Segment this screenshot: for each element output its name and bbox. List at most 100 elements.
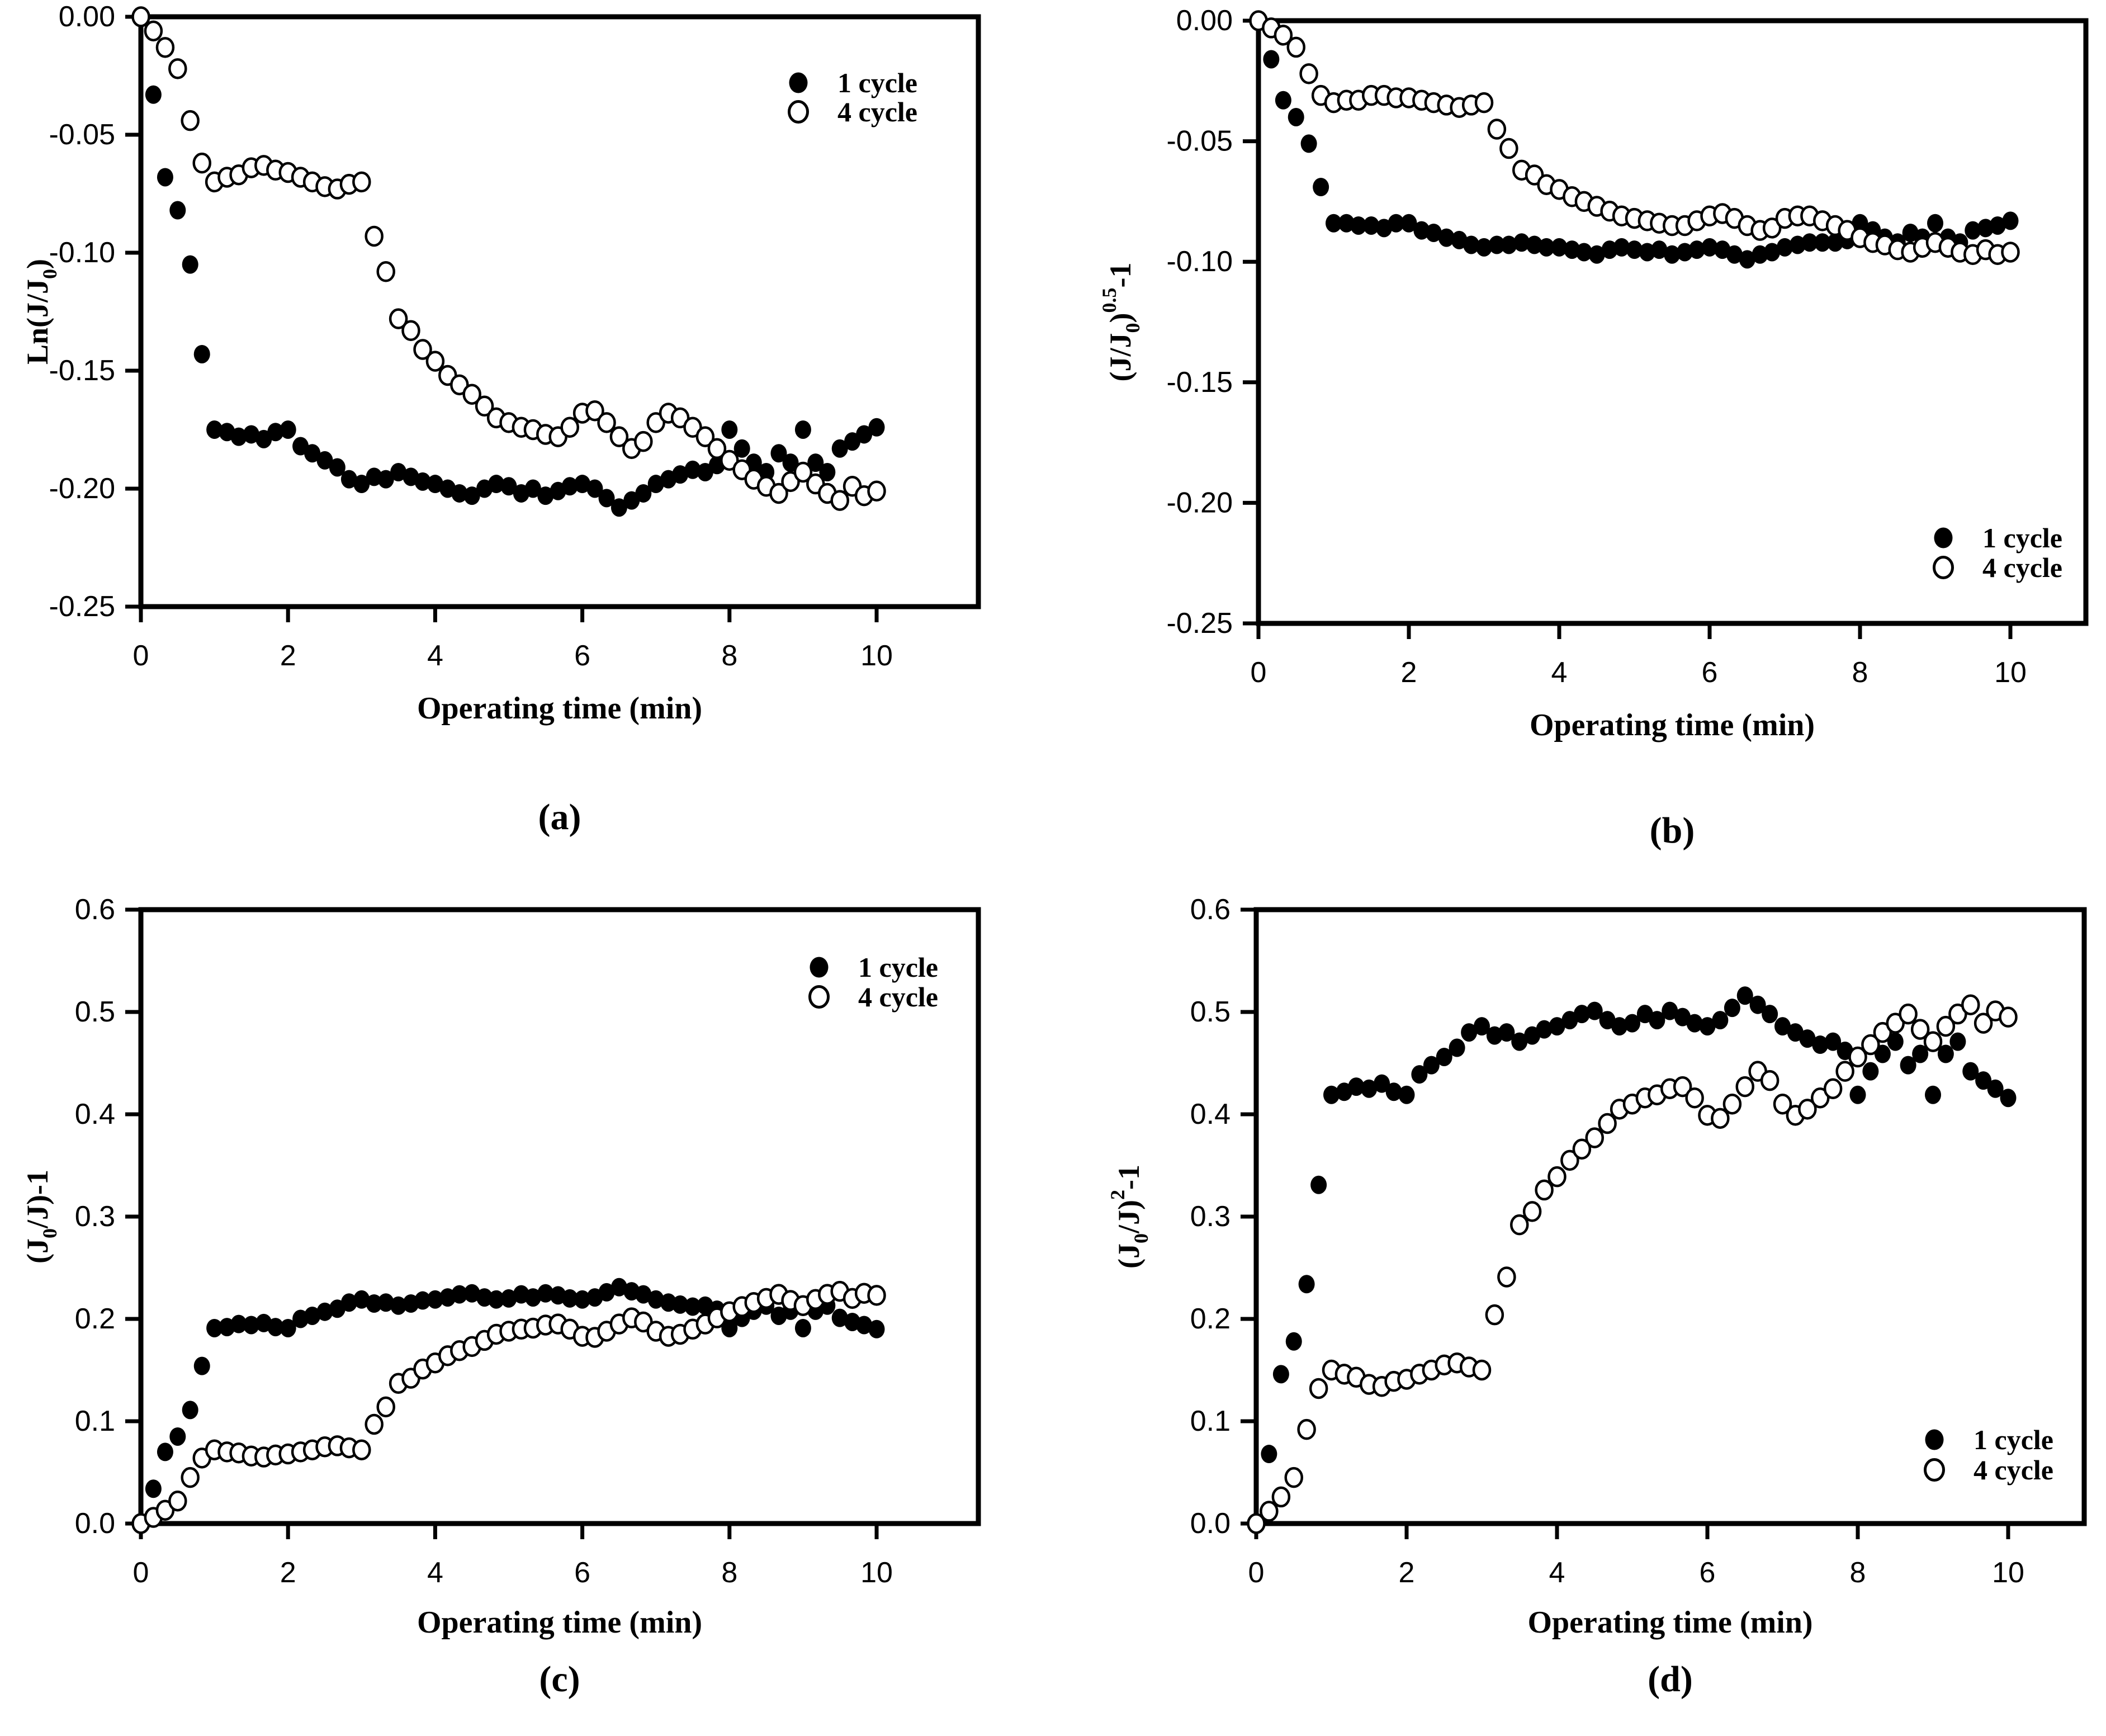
data-point <box>1411 1065 1428 1084</box>
data-point <box>1760 1070 1780 1091</box>
data-point <box>316 451 333 470</box>
data-point <box>340 1293 357 1312</box>
data-point <box>1726 245 1743 264</box>
data-point <box>634 431 653 452</box>
y-axis-title: Ln(J/J0) <box>21 259 61 365</box>
data-point <box>1438 228 1455 247</box>
data-point <box>1777 238 1793 257</box>
data-point <box>1549 1017 1565 1036</box>
data-point <box>1361 1079 1378 1098</box>
data-point <box>413 339 432 360</box>
data-point <box>206 1318 223 1337</box>
data-point <box>1400 214 1417 233</box>
data-point <box>1861 1034 1880 1056</box>
data-point <box>1261 1445 1277 1464</box>
y-tick-label: -0.15 <box>1166 366 1233 399</box>
x-tick-label: 10 <box>1994 656 2027 689</box>
data-point <box>206 420 223 439</box>
panel-caption: (b) <box>1650 810 1695 851</box>
y-tick-label: 0.5 <box>1190 996 1231 1028</box>
x-tick-label: 0 <box>133 1557 149 1589</box>
data-point <box>1798 1099 1817 1120</box>
y-tick-label: -0.10 <box>1166 245 1233 278</box>
y-axis: 0.0 0.1 0.2 0.3 0.4 0.5 0.6 <box>75 893 141 1540</box>
data-point <box>1711 1108 1730 1129</box>
data-point <box>401 320 420 342</box>
data-point <box>574 1290 591 1309</box>
data-point <box>451 484 468 503</box>
data-point <box>1510 1214 1529 1236</box>
data-point <box>1811 1087 1830 1109</box>
data-point <box>672 465 689 484</box>
data-point <box>475 395 494 417</box>
y-axis: 0.0 0.1 0.2 0.3 0.4 0.5 0.6 <box>1190 893 1256 1540</box>
legend-label: 4 cycle <box>837 96 917 127</box>
data-point <box>182 255 198 274</box>
x-tick-label: 8 <box>1850 1557 1866 1589</box>
data-point <box>1688 240 1705 259</box>
series-4-cycle <box>131 6 886 511</box>
data-point <box>635 1285 652 1304</box>
data-point <box>1965 221 1981 240</box>
y-axis: 0.00 -0.05 -0.10 -0.15 -0.20 -0.25 <box>1166 4 1258 640</box>
data-point <box>1286 36 1305 58</box>
data-point <box>131 6 150 27</box>
data-point <box>1677 243 1693 262</box>
data-point <box>1536 1020 1553 1039</box>
data-point <box>1987 1079 2004 1098</box>
data-point <box>1862 1062 1879 1081</box>
data-point <box>1686 1014 1703 1033</box>
y-axis-title: (J0/J)-1 <box>21 1170 61 1264</box>
y-tick-label: 0.0 <box>75 1507 115 1540</box>
data-point <box>1350 216 1367 235</box>
data-point <box>316 1302 333 1321</box>
x-tick-label: 2 <box>280 1557 296 1589</box>
data-point <box>1662 1001 1678 1020</box>
data-point <box>1348 1077 1365 1096</box>
data-point <box>1436 1048 1452 1067</box>
x-axis: 0 2 4 6 8 10 <box>1248 1524 2024 1589</box>
data-point <box>1977 219 1994 238</box>
data-point <box>1613 238 1630 257</box>
y-tick-label: -0.05 <box>49 119 115 151</box>
panel-d: 0.0 0.1 0.2 0.3 0.4 0.5 0.6 0 2 4 6 8 10 Operating ti… <box>1055 869 2106 1736</box>
data-point <box>1827 233 1844 252</box>
data-point <box>1472 1359 1492 1381</box>
data-point <box>1573 1005 1590 1024</box>
data-point <box>1585 1127 1604 1148</box>
data-point <box>1526 235 1543 254</box>
legend-marker-filled-circle-icon <box>1925 1429 1944 1450</box>
data-point <box>1326 214 1342 233</box>
y-tick-label: -0.25 <box>1166 607 1233 640</box>
data-point <box>1764 243 1781 262</box>
data-point <box>168 58 187 79</box>
data-point <box>1873 1021 1892 1043</box>
data-point <box>1961 994 1980 1015</box>
data-point <box>1812 1035 1829 1054</box>
y-tick-label: 0.00 <box>1176 4 1233 37</box>
x-tick-label: 8 <box>721 1557 737 1589</box>
data-point <box>1673 1076 1692 1098</box>
data-point <box>770 444 787 463</box>
data-point <box>1388 214 1404 233</box>
data-point <box>1461 1023 1478 1042</box>
data-point <box>769 483 788 504</box>
data-point <box>144 20 163 42</box>
data-point <box>1712 1011 1729 1030</box>
data-point <box>450 374 469 396</box>
x-tick-label: 10 <box>860 640 893 672</box>
data-point <box>1398 1085 1415 1104</box>
data-point <box>831 1308 848 1327</box>
data-point <box>1664 245 1681 264</box>
data-point <box>1900 1056 1916 1075</box>
data-point <box>168 1490 187 1512</box>
y-axis-title: (J0/J)2-1 <box>1106 1165 1152 1269</box>
data-point <box>267 423 284 442</box>
data-point <box>1547 1166 1567 1188</box>
data-point <box>181 110 200 131</box>
y-tick-label: -0.20 <box>1166 486 1233 519</box>
panel-b: 0.00 -0.05 -0.10 -0.15 -0.20 -0.25 0 2 4 6 8 10 Oper… <box>1055 0 2106 869</box>
data-point <box>2002 211 2019 230</box>
data-point <box>684 1297 701 1316</box>
y-tick-label: 0.6 <box>75 893 115 926</box>
